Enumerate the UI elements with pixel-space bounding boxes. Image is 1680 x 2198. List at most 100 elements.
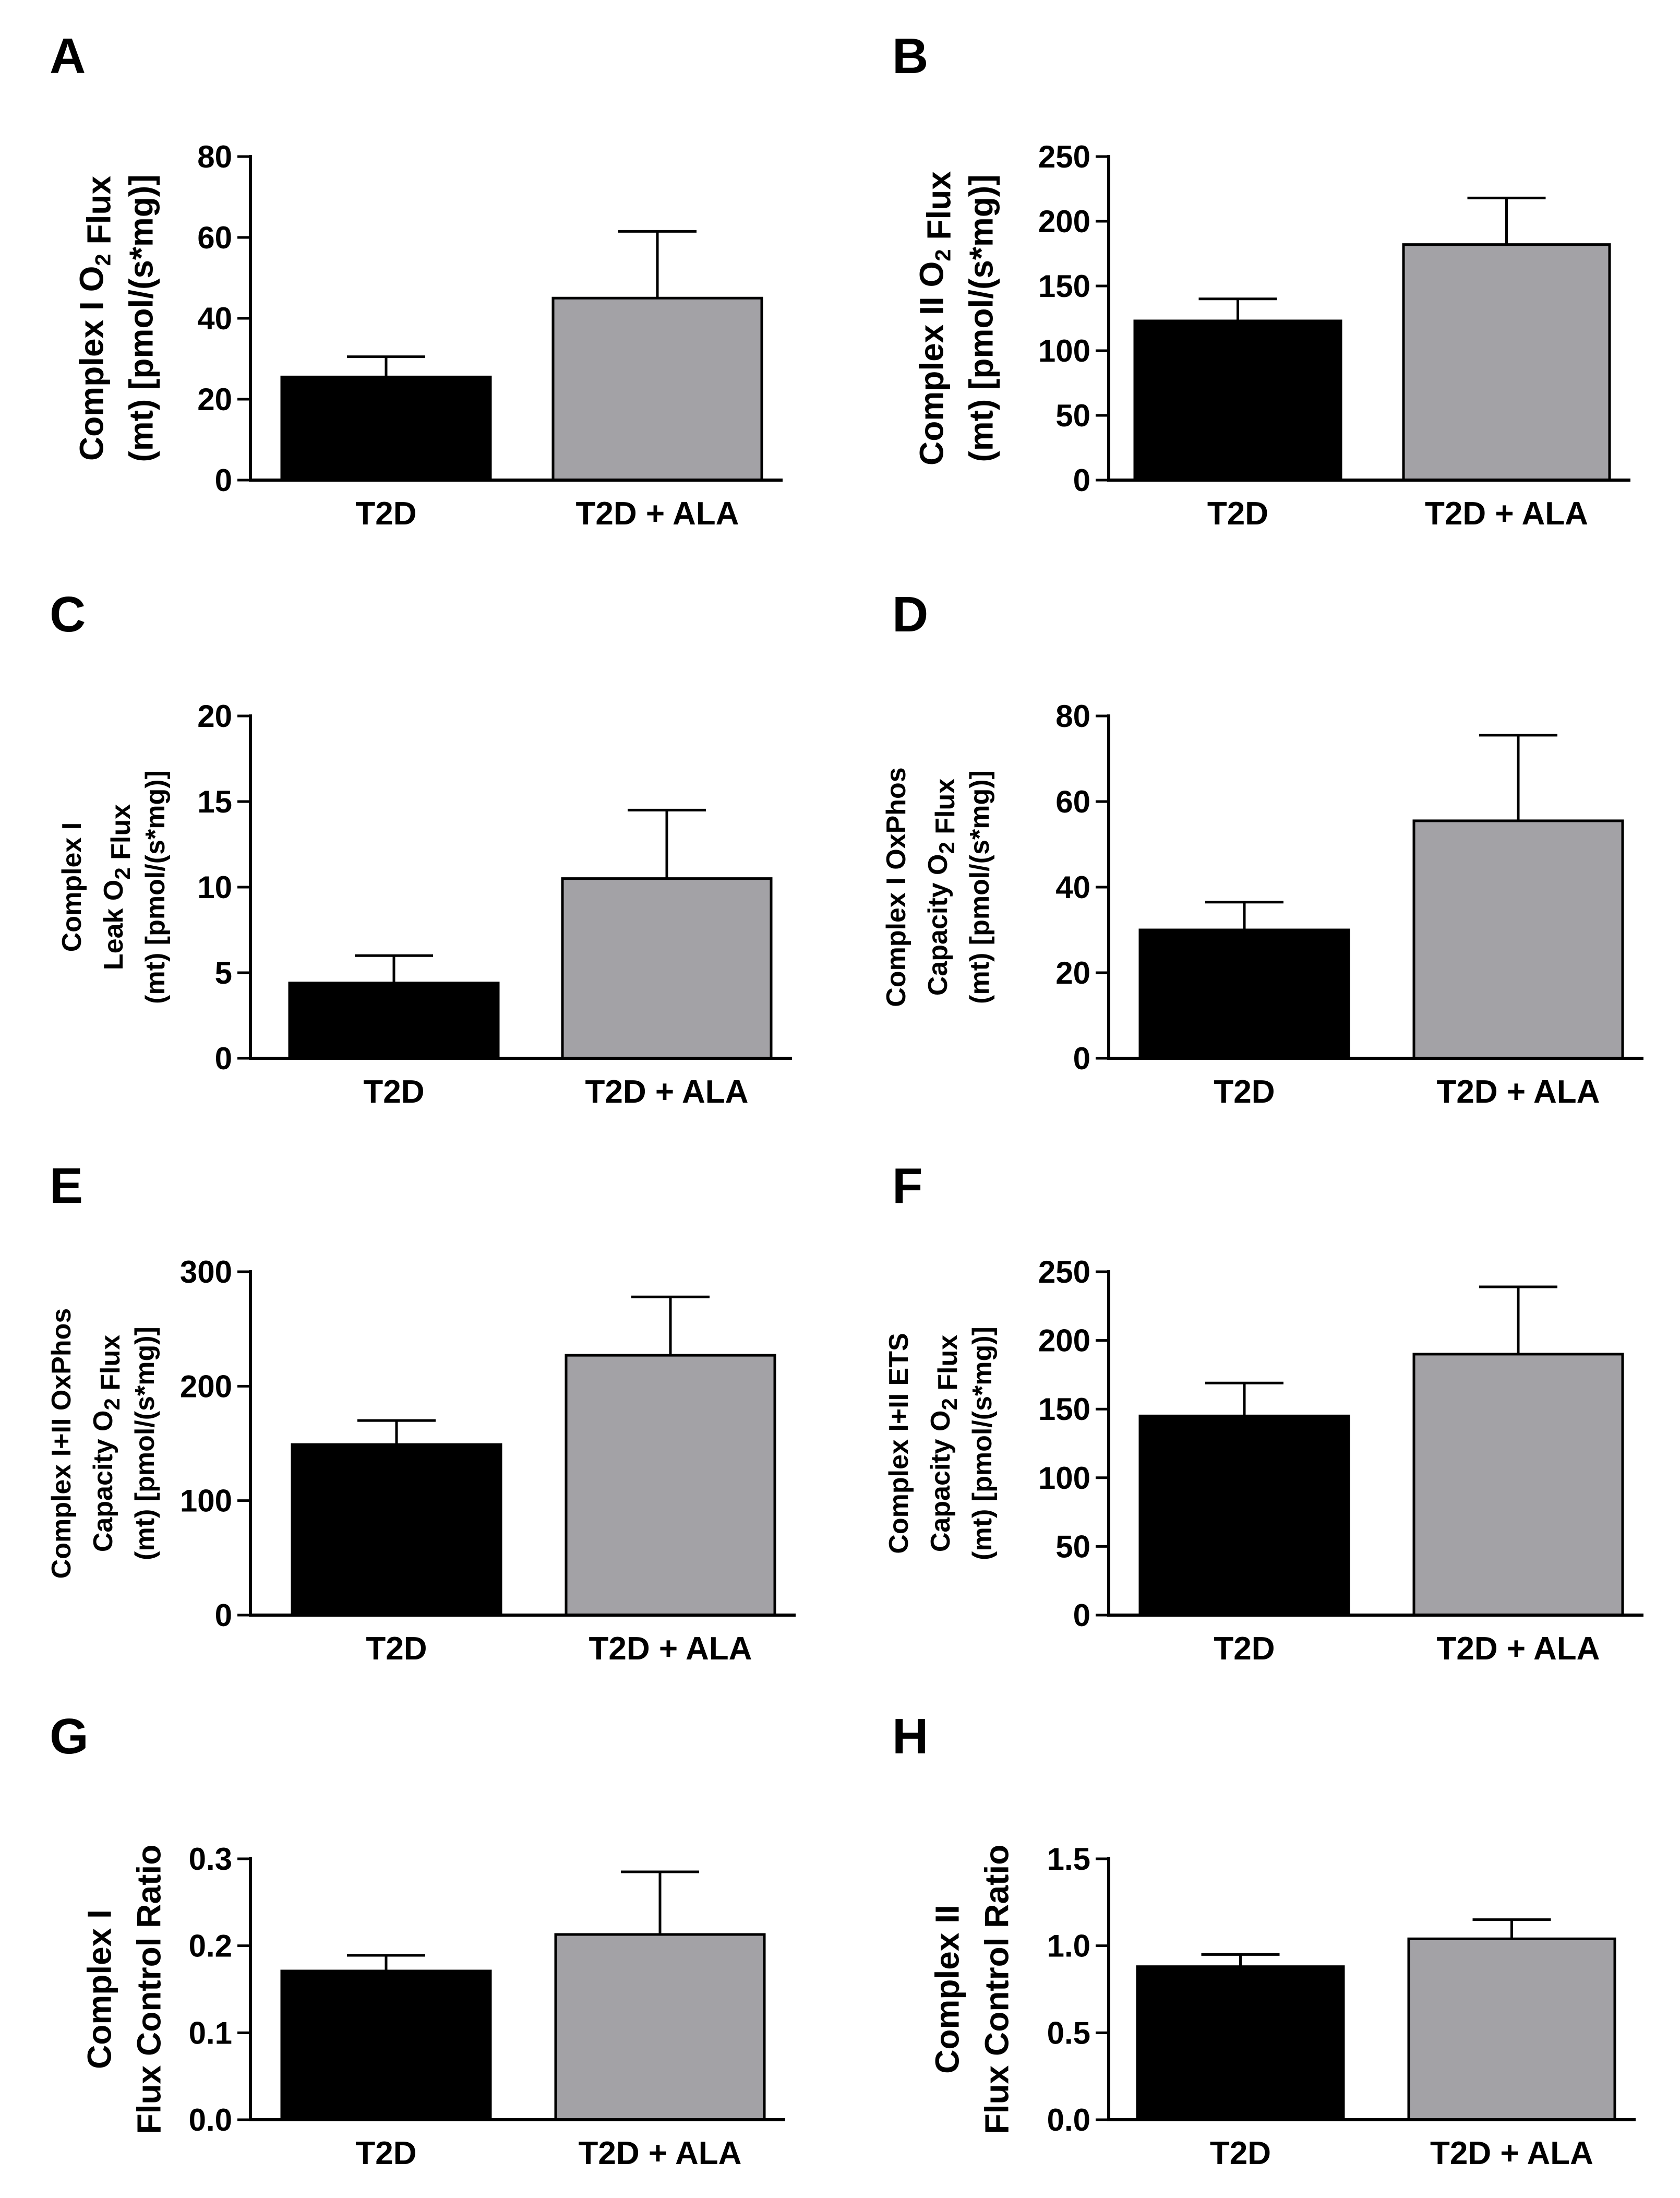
y-axis-label-line: (mt) [pmol/(s*mg)] <box>963 174 1000 462</box>
x-tick-label: T2D <box>1214 1631 1275 1667</box>
y-axis-label-line: Leak O2 Flux <box>99 804 136 970</box>
y-tick-label: 250 <box>1038 1255 1090 1289</box>
y-tick-label: 20 <box>197 382 232 417</box>
y-axis-label-line: Complex I+II OxPhos <box>46 1308 77 1579</box>
x-tick-label: T2D <box>355 496 416 532</box>
y-axis-label-line: Flux Control Ratio <box>978 1845 1016 2134</box>
x-tick-label: T2D + ALA <box>1430 2135 1593 2171</box>
chart-panel-G: G T2D T2D + ALA 0.0 0.1 0.2 0.3 Complex I Flux C… <box>50 1709 785 2171</box>
chart-panel-C: C T2D T2D + ALA 0 5 10 15 20 Complex I Leak O2 Fl… <box>50 587 792 1110</box>
panel-letter: D <box>892 587 928 642</box>
y-tick-label: 100 <box>1038 1461 1090 1496</box>
bar <box>288 982 500 1060</box>
x-tick-label: T2D <box>1214 1074 1275 1110</box>
y-axis-label-line: Capacity O2 Flux <box>923 779 961 996</box>
x-tick-label: T2D <box>355 2135 416 2171</box>
y-axis-label-line: Complex I OxPhos <box>881 767 911 1007</box>
y-tick-label: 80 <box>1055 699 1090 734</box>
y-axis-label: Complex I+II OxPhos Capacity O2 Flux (mt) … <box>46 1308 160 1579</box>
y-tick-label: 0 <box>1073 1041 1090 1076</box>
y-tick-label: 0 <box>1073 1598 1090 1633</box>
y-tick-label: 40 <box>1055 870 1090 905</box>
y-tick-label: 60 <box>197 220 232 255</box>
bar <box>1412 1353 1624 1617</box>
panel-letter: F <box>892 1158 923 1214</box>
y-tick-label: 200 <box>1038 1323 1090 1358</box>
y-tick-label: 50 <box>1055 1529 1090 1564</box>
x-tick-label: T2D <box>366 1631 427 1667</box>
bar <box>1407 1937 1616 2121</box>
y-tick-label: 150 <box>1038 1392 1090 1427</box>
y-axis-label: Complex I OxPhos Capacity O2 Flux (mt) [pm… <box>881 767 995 1007</box>
y-tick-label: 300 <box>180 1255 232 1289</box>
x-tick-label: T2D + ALA <box>589 1631 752 1667</box>
y-axis-label-line: Complex I O2 Flux <box>73 176 118 461</box>
y-tick-label: 1.0 <box>1047 1929 1090 1964</box>
y-axis-label: Complex II Flux Control Ratio <box>929 1845 1016 2134</box>
bar <box>1138 1414 1350 1617</box>
y-axis-label-line: Flux Control Ratio <box>130 1845 168 2134</box>
y-tick-label: 0 <box>215 1598 232 1633</box>
chart-panel-B: B T2D T2D + ALA 0 50 100 150 200 250 Complex II O… <box>892 28 1630 532</box>
y-axis-label-line: Complex I+II ETS <box>884 1333 914 1554</box>
y-axis-label-line: (mt) [pmol/(s*mg)] <box>965 770 995 1004</box>
y-tick-label: 100 <box>1038 333 1090 368</box>
chart-panel-F: F T2D T2D + ALA 0 50 100 150 200 250 Complex I+II… <box>884 1158 1643 1667</box>
y-axis-label-line: Capacity O2 Flux <box>926 1335 963 1552</box>
x-tick-label: T2D + ALA <box>579 2135 742 2171</box>
y-tick-label: 20 <box>1055 955 1090 990</box>
chart-panel-H: H T2D T2D + ALA 0.0 0.5 1.0 1.5 Complex II Flux … <box>892 1709 1636 2171</box>
bar <box>280 375 492 482</box>
y-axis-label-line: Complex II <box>929 1905 966 2074</box>
y-tick-label: 0.3 <box>189 1842 232 1877</box>
y-tick-label: 100 <box>180 1484 232 1519</box>
bar <box>1133 319 1342 482</box>
x-tick-label: T2D + ALA <box>576 496 739 532</box>
y-tick-label: 50 <box>1055 398 1090 433</box>
bar <box>1138 928 1350 1060</box>
y-axis-label-line: (mt) [pmol/(s*mg)] <box>130 1327 160 1560</box>
y-tick-label: 20 <box>197 699 232 734</box>
bar <box>551 296 763 482</box>
y-axis-label-line: Complex II O2 Flux <box>913 171 958 465</box>
bar <box>1402 243 1611 482</box>
y-tick-label: 150 <box>1038 269 1090 304</box>
bar <box>561 877 773 1060</box>
y-tick-label: 0.0 <box>189 2103 232 2137</box>
x-tick-label: T2D <box>363 1074 424 1110</box>
y-axis-label-line: Complex I <box>81 1909 118 2069</box>
y-axis-label: Complex I O2 Flux (mt) [pmol/(s*mg)] <box>73 174 160 462</box>
x-tick-label: T2D + ALA <box>1425 496 1588 532</box>
y-tick-label: 0 <box>215 463 232 498</box>
x-tick-label: T2D + ALA <box>585 1074 749 1110</box>
y-axis-label: Complex I+II ETS Capacity O2 Flux (mt) [pm… <box>884 1327 998 1560</box>
y-tick-label: 80 <box>197 139 232 174</box>
chart-panel-A: A T2D T2D + ALA 0 20 40 60 80 Complex I O2 Flux(… <box>50 28 783 532</box>
y-axis-label: Complex II O2 Flux (mt) [pmol/(s*mg)] <box>913 171 1000 465</box>
panel-letter: G <box>50 1709 89 1764</box>
panel-letter: H <box>892 1709 928 1764</box>
y-tick-label: 1.5 <box>1047 1842 1090 1877</box>
y-tick-label: 5 <box>215 955 232 990</box>
bar <box>291 1443 502 1617</box>
y-tick-label: 15 <box>197 784 232 819</box>
y-axis-label-line: (mt) [pmol/(s*mg)] <box>967 1327 998 1560</box>
bar <box>1136 1965 1345 2121</box>
y-axis-label: Complex I Flux Control Ratio <box>81 1845 168 2134</box>
y-tick-label: 40 <box>197 301 232 336</box>
y-tick-label: 0 <box>1073 463 1090 498</box>
panel-letter: A <box>50 28 86 84</box>
bar <box>554 1933 766 2121</box>
y-tick-label: 200 <box>1038 204 1090 239</box>
y-axis-label-line: Capacity O2 Flux <box>88 1335 126 1552</box>
panel-letter: C <box>50 587 86 642</box>
x-tick-label: T2D + ALA <box>1437 1074 1600 1110</box>
y-axis-label-line: Complex I <box>57 822 87 952</box>
y-tick-label: 0.0 <box>1047 2103 1090 2137</box>
bar <box>1412 819 1624 1060</box>
y-tick-label: 200 <box>180 1369 232 1404</box>
y-tick-label: 10 <box>197 870 232 905</box>
y-tick-label: 0.2 <box>189 1929 232 1964</box>
bar <box>280 1969 492 2121</box>
